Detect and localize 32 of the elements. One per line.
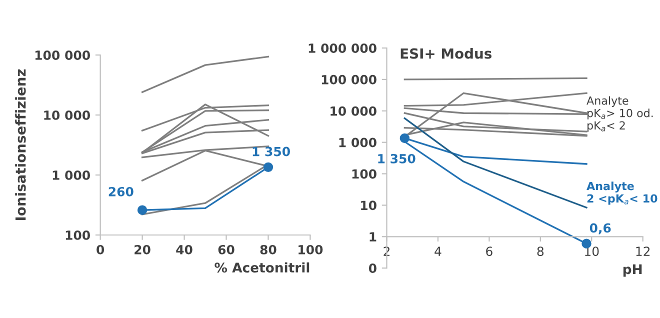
x-tick-label: 100 [298,244,323,254]
x-tick-label: 40 [176,244,192,254]
y-tick-label: 100 000 [322,74,376,84]
y-tick-label: 0 [368,264,376,273]
data-label: 1 350 [252,146,290,156]
y-tick-label: 1 000 [52,170,90,180]
y-tick-label: 1 000 000 [308,43,376,53]
y-tick-label: 1 000 [339,138,376,148]
x-tick-label: 12 [636,246,650,256]
chart-title: ESI+ Modus [400,48,492,59]
x-tick-label: 8 [537,246,544,256]
x-tick-label: 80 [260,244,276,254]
y-tick-label: 100 [352,169,376,179]
y-tick-label: 10 [361,200,376,210]
y-tick-label: 1 [370,232,376,242]
x-tick-label: 0 [96,244,104,254]
x-axis-title: pH [623,264,642,277]
y-tick-label: 100 000 [35,50,90,60]
x-tick-label: 6 [486,246,492,256]
y-tick-label: 10 000 [330,106,376,116]
y-axis-title: Ionisationseffizienz [15,69,26,220]
y-tick-label: 10 000 [44,110,90,120]
annotation: Analyte 2 <pK$_{a}$< 10 [586,182,658,205]
data-label: 1 350 [378,154,416,164]
x-tick-label: 4 [434,246,442,256]
data-label: 260 [108,186,134,196]
x-axis-title: % Acetonitril [214,262,310,273]
x-tick-label: 60 [218,244,234,254]
y-tick-label: 100 [66,230,90,240]
x-tick-label: 20 [134,244,150,254]
data-label: 0,6 [590,223,611,234]
annotation: Analyte pK$_{a}$> 10 od. pK$_{a}$< 2 [586,96,653,132]
